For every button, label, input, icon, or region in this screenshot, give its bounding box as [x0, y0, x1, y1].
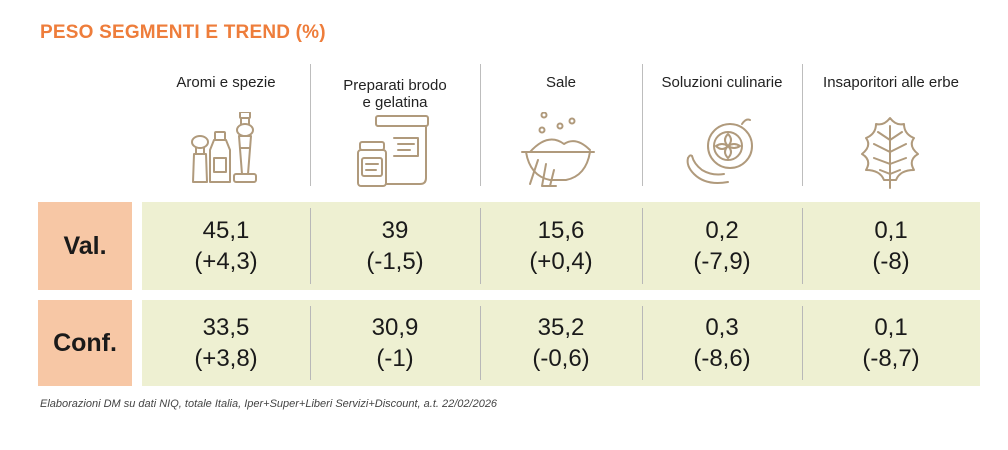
herb-leaf-icon — [850, 112, 930, 192]
cell-divider — [480, 208, 481, 284]
cell-trend: (-1,5) — [366, 248, 424, 275]
cell-value: 30,9 — [371, 314, 419, 341]
column-header-preparati: Preparati brodo e gelatina — [310, 74, 480, 114]
cell-value: 35,2 — [537, 314, 585, 341]
cell-value: 45,1 — [202, 217, 250, 244]
cell-trend: (-8,7) — [862, 345, 920, 372]
salt-bowl-icon — [518, 112, 598, 192]
table-cell: 45,1 (+4,3) — [142, 202, 310, 290]
row-label-conf: Conf. — [38, 300, 132, 386]
table-row-conf — [142, 300, 980, 386]
column-header-soluzioni: Soluzioni culinarie — [642, 74, 802, 114]
cell-trend: (-8) — [872, 248, 910, 275]
cell-divider — [310, 208, 311, 284]
table-cell: 0,1 (-8,7) — [802, 300, 980, 386]
column-header-line: Sale — [545, 74, 577, 91]
header-divider — [642, 64, 643, 186]
cell-trend: (+3,8) — [194, 345, 258, 372]
cell-value: 39 — [381, 217, 409, 244]
cell-value: 0,1 — [874, 314, 908, 341]
chart-title: PESO SEGMENTI E TREND (%) — [40, 22, 326, 43]
cell-value: 33,5 — [202, 314, 250, 341]
column-header-line: Aromi e spezie — [176, 74, 276, 91]
table-cell: 33,5 (+3,8) — [142, 300, 310, 386]
vegetables-icon — [684, 112, 764, 192]
table-cell: 0,2 (-7,9) — [642, 202, 802, 290]
column-header-line: Preparati brodo — [343, 77, 447, 94]
cell-value: 15,6 — [537, 217, 585, 244]
header-divider — [802, 64, 803, 186]
cell-divider — [642, 306, 643, 380]
column-header-line: e gelatina — [362, 94, 428, 111]
cell-trend: (-7,9) — [693, 248, 751, 275]
cell-divider — [642, 208, 643, 284]
cell-trend: (-1) — [376, 345, 414, 372]
cell-trend: (+4,3) — [194, 248, 258, 275]
broth-jars-icon — [354, 112, 434, 192]
header-divider — [480, 64, 481, 186]
table-cell: 0,3 (-8,6) — [642, 300, 802, 386]
table-cell: 35,2 (-0,6) — [480, 300, 642, 386]
column-header-sale: Sale — [480, 74, 642, 114]
cell-divider — [802, 306, 803, 380]
cell-trend: (-8,6) — [693, 345, 751, 372]
header-divider — [310, 64, 311, 186]
column-header-line: Soluzioni culinarie — [661, 74, 783, 91]
spice-bottles-icon — [186, 112, 266, 192]
cell-divider — [802, 208, 803, 284]
cell-value: 0,3 — [705, 314, 739, 341]
table-cell: 30,9 (-1) — [310, 300, 480, 386]
cell-trend: (-0,6) — [532, 345, 590, 372]
table-cell: 39 (-1,5) — [310, 202, 480, 290]
cell-divider — [480, 306, 481, 380]
cell-trend: (+0,4) — [529, 248, 593, 275]
table-cell: 0,1 (-8) — [802, 202, 980, 290]
column-header-line: Insaporitori alle erbe — [823, 74, 959, 91]
cell-divider — [310, 306, 311, 380]
table-row-val — [142, 202, 980, 290]
cell-value: 0,2 — [705, 217, 739, 244]
row-label-val: Val. — [38, 202, 132, 290]
column-header-insaporitori: Insaporitori alle erbe — [802, 74, 980, 114]
source-footnote: Elaborazioni DM su dati NIQ, totale Ital… — [40, 398, 498, 410]
cell-value: 0,1 — [874, 217, 908, 244]
column-header-aromi: Aromi e spezie — [142, 74, 310, 114]
table-cell: 15,6 (+0,4) — [480, 202, 642, 290]
